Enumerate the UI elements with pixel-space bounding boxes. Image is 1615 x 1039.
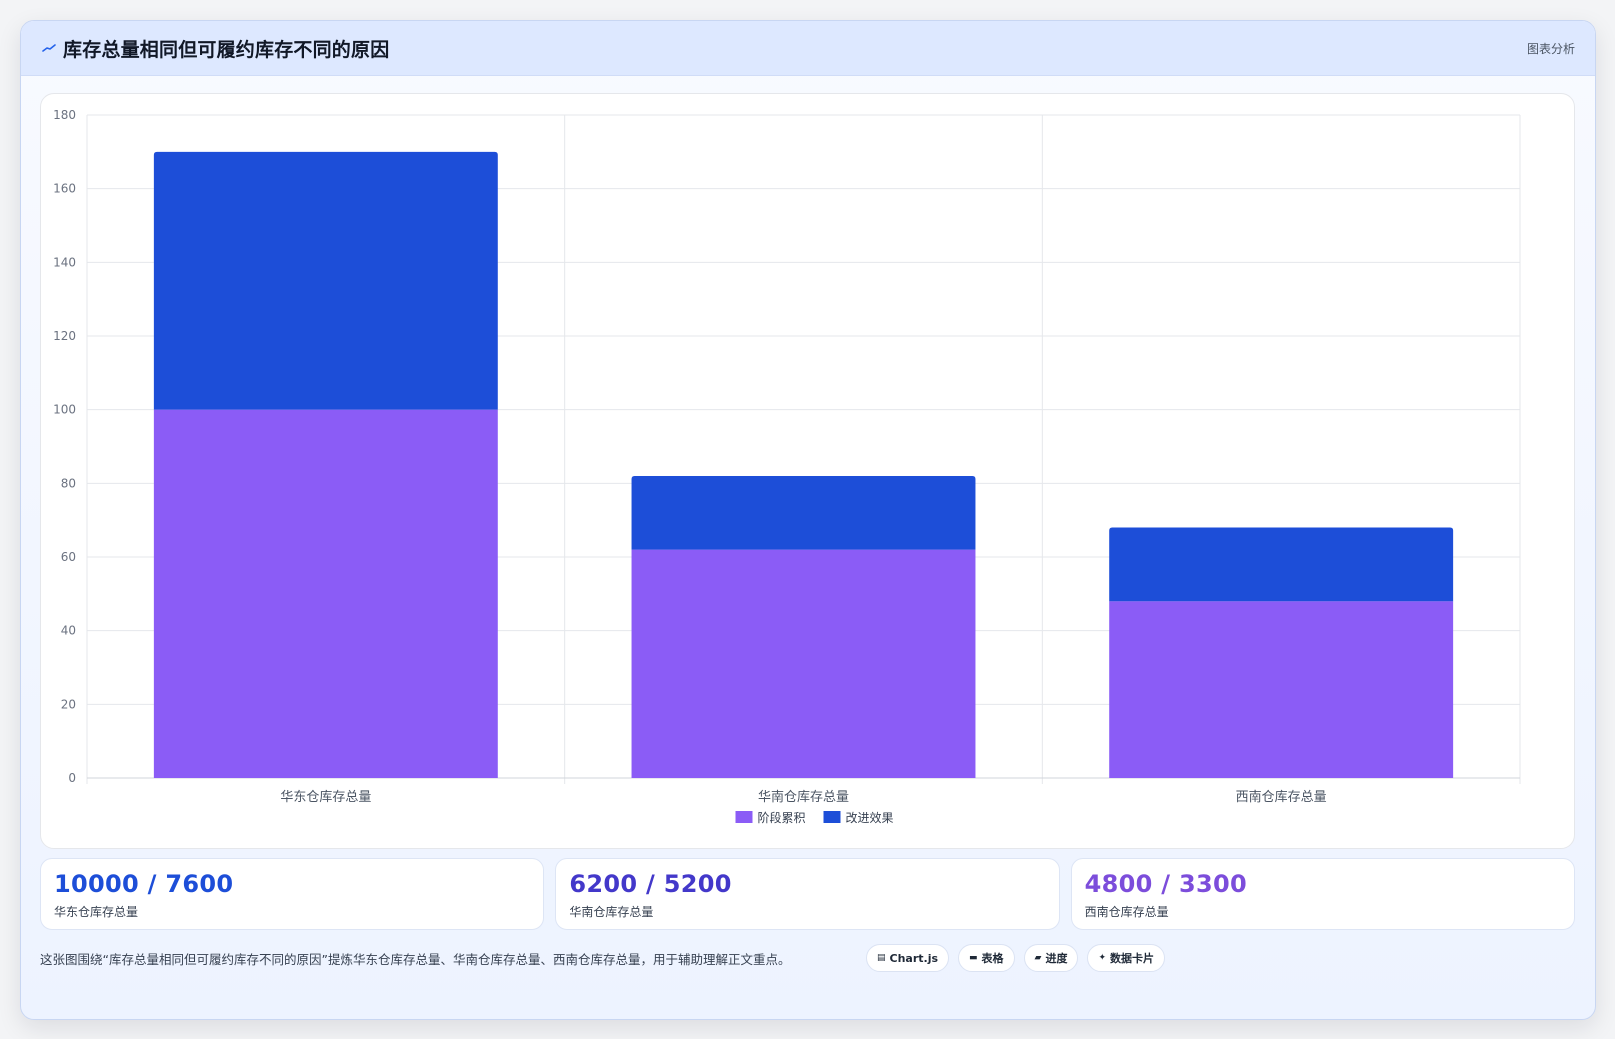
bar-segment xyxy=(1109,601,1454,778)
kpi-label: 华东仓库存总量 xyxy=(54,905,139,919)
tag-table[interactable]: ▬ 表格 xyxy=(958,944,1015,972)
kpi-card-southwest: 4800 / 3300 西南仓库存总量 xyxy=(1070,858,1575,930)
kpi-label: 西南仓库存总量 xyxy=(1084,905,1169,919)
kpi-card-south: 6200 / 5200 华南仓库存总量 xyxy=(555,858,1060,930)
y-tick-label: 120 xyxy=(53,329,76,343)
y-tick-label: 0 xyxy=(68,771,76,785)
legend-label: 阶段累积 xyxy=(758,810,806,825)
y-tick-label: 180 xyxy=(53,108,76,122)
legend-swatch xyxy=(735,811,753,823)
trend-line-icon xyxy=(41,40,57,56)
tag-label: 表格 xyxy=(981,952,1004,965)
kpi-value: 4800 / 3300 xyxy=(1084,870,1248,898)
kpi-row: 10000 / 7600 华东仓库存总量 6200 / 5200 华南仓库存总量… xyxy=(40,858,1575,930)
chart-icon: ▤ xyxy=(877,953,886,963)
x-tick-label: 华南仓库存总量 xyxy=(758,789,849,805)
tag-label: 数据卡片 xyxy=(1110,952,1155,965)
x-tick-label: 华东仓库存总量 xyxy=(280,789,371,805)
x-tick-label: 西南仓库存总量 xyxy=(1236,789,1327,805)
kpi-label: 华南仓库存总量 xyxy=(569,905,654,919)
kpi-value: 6200 / 5200 xyxy=(569,870,732,898)
table-icon: ▬ xyxy=(969,953,978,963)
bar-segment xyxy=(631,475,976,550)
y-tick-label: 40 xyxy=(61,624,76,638)
bar-segment xyxy=(153,151,498,410)
y-tick-label: 160 xyxy=(53,182,76,196)
y-tick-label: 20 xyxy=(61,697,76,711)
progress-icon: ▰ xyxy=(1034,953,1042,963)
tag-label: 进度 xyxy=(1045,952,1068,965)
y-tick-label: 80 xyxy=(61,476,76,490)
legend-label: 改进效果 xyxy=(846,810,894,825)
stacked-bar-chart: 0 20 40 60 80 100 120 140 160 180 华东仓库存总量 华南仓库存总量 西南… xyxy=(53,108,1521,825)
y-tick-label: 60 xyxy=(61,550,76,564)
y-tick-label: 140 xyxy=(53,255,76,269)
footer: 这张图围绕“库存总量相同但可履约库存不同的原因”提炼华东仓库存总量、华南仓库存总… xyxy=(40,941,1575,975)
chart-card: 库存总量相同但可履约库存不同的原因 图表分析 0 20 40 60 80 100 120 14… xyxy=(20,20,1596,1020)
card-header: 库存总量相同但可履约库存不同的原因 图表分析 xyxy=(21,21,1595,76)
chart-description: 这张图围绕“库存总量相同但可履约库存不同的原因”提炼华东仓库存总量、华南仓库存总… xyxy=(40,951,791,967)
legend-swatch xyxy=(823,811,841,823)
kpi-card-east: 10000 / 7600 华东仓库存总量 xyxy=(40,858,545,930)
page-title: 库存总量相同但可履约库存不同的原因 xyxy=(63,38,390,61)
tag-progress[interactable]: ▰ 进度 xyxy=(1023,944,1079,972)
bar-segment xyxy=(631,549,976,778)
bar-segment xyxy=(153,409,498,778)
sparkle-icon: ✦ xyxy=(1098,953,1107,963)
bar-segment xyxy=(1109,527,1454,602)
chart-panel: 0 20 40 60 80 100 120 140 160 180 华东仓库存总量 华南仓库存总量 西南… xyxy=(40,93,1575,849)
kpi-value: 10000 / 7600 xyxy=(54,870,234,898)
chart-analysis-label: 图表分析 xyxy=(1526,42,1575,56)
tag-list: ▤ Chart.js ▬ 表格 ▰ 进度 ✦ 数据卡片 xyxy=(866,944,1166,972)
y-tick-label: 100 xyxy=(53,403,76,417)
tag-chartjs[interactable]: ▤ Chart.js xyxy=(866,944,950,972)
tag-data-card[interactable]: ✦ 数据卡片 xyxy=(1087,944,1166,972)
tag-label: Chart.js xyxy=(889,951,939,965)
